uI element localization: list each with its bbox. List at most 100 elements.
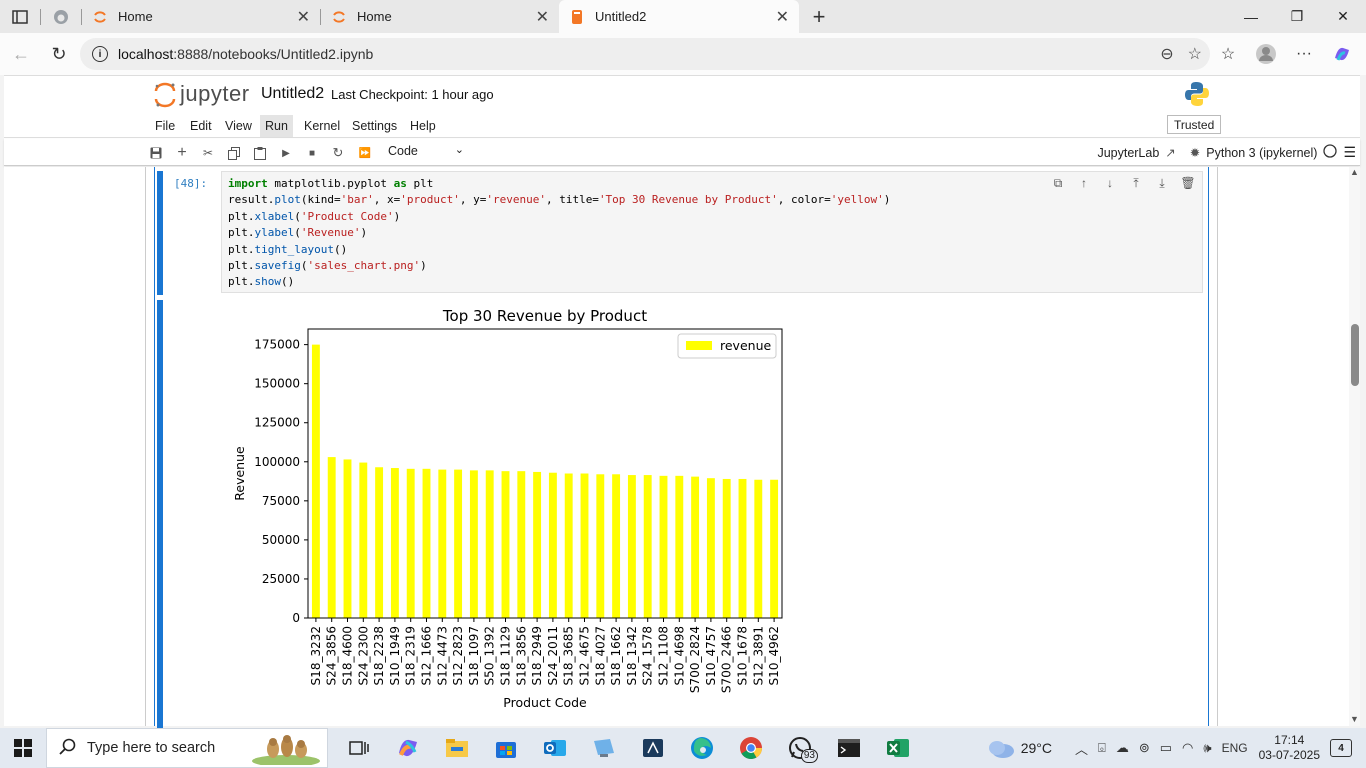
insert-below-icon[interactable]: ⤓ — [1159, 175, 1165, 190]
microsoft-store-icon[interactable] — [481, 728, 530, 768]
bar — [485, 470, 494, 618]
profile-avatar-icon[interactable] — [1250, 37, 1282, 71]
close-tab-icon[interactable]: ✕ — [296, 8, 310, 26]
weather-widget[interactable]: 29°C — [985, 737, 1052, 759]
move-up-icon[interactable]: ↑ — [1081, 176, 1087, 190]
x-tick-label: S18_3856 — [514, 626, 528, 685]
outlook-icon[interactable] — [530, 728, 579, 768]
bar-chart-output: Top 30 Revenue by Product S18_3232 S24_385… — [219, 302, 799, 725]
copy-icon[interactable] — [224, 143, 244, 163]
favorite-star-icon[interactable]: ☆ — [1187, 46, 1202, 63]
kernel-name[interactable]: Python 3 (ipykernel) — [1206, 145, 1318, 160]
more-menu-icon[interactable]: ··· — [1296, 45, 1312, 62]
menu-hamburger-icon[interactable]: ☰ — [1343, 144, 1356, 160]
scroll-down-icon[interactable]: ▼ — [1350, 714, 1359, 724]
browser-tab-home-1[interactable]: Home ✕ — [82, 0, 320, 33]
file-explorer-icon[interactable] — [432, 728, 481, 768]
wifi-icon[interactable]: ◠ — [1182, 740, 1194, 755]
cell-type-select[interactable]: Code ⌄ — [388, 144, 464, 158]
jupyterlab-link[interactable]: JupyterLab — [1097, 145, 1160, 160]
close-tab-icon[interactable]: ✕ — [535, 8, 549, 26]
stop-icon[interactable]: ■ — [308, 147, 316, 159]
cell-input-collapser[interactable] — [157, 171, 163, 295]
tab-title: Home — [357, 9, 392, 24]
code-editor[interactable]: import matplotlib.pyplot as plt result.pl… — [221, 171, 1203, 293]
show-hidden-icons-icon[interactable]: ︿ — [1075, 741, 1089, 757]
battery-icon[interactable]: ▭ — [1159, 740, 1173, 755]
copilot-taskbar-icon[interactable] — [383, 728, 432, 768]
cut-icon[interactable]: ✂ — [202, 146, 214, 160]
scrollbar-thumb[interactable] — [1351, 324, 1359, 386]
move-down-icon[interactable]: ↓ — [1107, 176, 1113, 190]
onedrive-meter-icon[interactable]: ⌻ — [1098, 740, 1106, 755]
notebook-name[interactable]: Untitled2 — [261, 85, 325, 102]
browser-tab-home-2[interactable]: Home ✕ — [321, 0, 559, 33]
jupyter-orange-icon — [331, 9, 347, 25]
vpn-icon[interactable]: ⊚ — [1138, 740, 1150, 755]
notebook-toolbar: + ✂ ▶ ■ ↻ ⏩ Code ⌄ JupyterLab ↗ ✹ Python… — [4, 139, 1360, 166]
edge-browser-icon[interactable] — [677, 728, 726, 768]
save-icon[interactable] — [146, 143, 166, 163]
paste-icon[interactable] — [250, 143, 270, 163]
favorites-icon[interactable]: ☆ — [1220, 46, 1236, 63]
external-link-icon[interactable]: ↗ — [1165, 146, 1176, 160]
back-arrow-icon[interactable]: ← — [12, 43, 30, 64]
chrome-icon[interactable] — [726, 728, 775, 768]
zoom-icon[interactable]: ⊖ — [1160, 46, 1174, 63]
menu-help[interactable]: Help — [410, 119, 436, 133]
y-tick-label: 50000 — [262, 533, 300, 547]
bar — [612, 474, 621, 618]
menu-edit[interactable]: Edit — [190, 119, 212, 133]
jupyter-logo[interactable]: jupyter — [154, 81, 250, 108]
restart-icon[interactable]: ↻ — [332, 145, 344, 160]
trusted-badge[interactable]: Trusted — [1167, 115, 1222, 134]
remote-desktop-icon[interactable] — [579, 728, 628, 768]
menu-run[interactable]: Run — [260, 115, 293, 137]
x-tick-label: S18_4600 — [341, 626, 355, 685]
duplicate-cell-icon[interactable]: ⧉ — [1053, 175, 1063, 190]
site-info-icon[interactable]: i — [92, 46, 108, 62]
menu-file[interactable]: File — [155, 119, 176, 133]
code-token: result. — [228, 193, 275, 207]
vertical-scrollbar[interactable]: ▲ ▼ — [1349, 167, 1360, 726]
new-tab-icon[interactable]: + — [812, 3, 826, 29]
menu-view[interactable]: View — [225, 119, 252, 133]
x-tick-label: S10_4698 — [672, 626, 686, 685]
terminal-icon[interactable] — [824, 728, 873, 768]
address-bar[interactable]: i localhost:8888/notebooks/Untitled2.ipy… — [80, 38, 1210, 70]
menu-kernel[interactable]: Kernel — [304, 119, 341, 133]
kernel-settings-icon[interactable]: ✹ — [1189, 146, 1201, 160]
copilot-icon[interactable] — [1326, 37, 1358, 71]
excel-icon[interactable] — [873, 728, 922, 768]
chevron-down-icon: ⌄ — [454, 144, 464, 156]
x-tick-label: S10_1949 — [388, 626, 402, 685]
windows-start-icon[interactable] — [0, 728, 46, 768]
volume-icon[interactable]: 🕪 — [1203, 740, 1212, 755]
task-view-icon[interactable] — [334, 728, 383, 768]
snipping-tool-icon[interactable] — [628, 728, 677, 768]
bar — [438, 469, 447, 618]
browser-tab-untitled2[interactable]: Untitled2 ✕ — [559, 0, 799, 33]
notifications-icon[interactable]: 4 — [1330, 739, 1352, 757]
restore-icon[interactable]: ❐ — [1290, 8, 1304, 24]
run-icon[interactable]: ▶ — [282, 147, 290, 159]
taskbar-search[interactable]: Type here to search — [46, 728, 328, 768]
cell-output-collapser[interactable] — [157, 300, 163, 730]
delete-cell-icon[interactable]: 🗑 — [1180, 176, 1196, 190]
insert-above-icon[interactable]: ⤒ — [1133, 175, 1139, 190]
clock[interactable]: 17:14 03-07-2025 — [1259, 733, 1320, 763]
onedrive-cloud-icon[interactable]: ☁ — [1115, 740, 1129, 755]
minimize-icon[interactable]: — — [1244, 8, 1258, 25]
close-tab-icon[interactable]: ✕ — [775, 8, 789, 26]
whatsapp-icon[interactable]: 93 — [775, 728, 824, 768]
restart-run-all-icon[interactable]: ⏩ — [358, 147, 372, 159]
add-cell-icon[interactable]: + — [177, 144, 187, 161]
menu-settings[interactable]: Settings — [352, 119, 398, 133]
tab-actions-icon[interactable] — [0, 0, 40, 33]
scroll-up-icon[interactable]: ▲ — [1350, 167, 1359, 177]
close-window-icon[interactable]: ✕ — [1337, 8, 1349, 24]
code-line: plt.xlabel('Product Code') — [228, 209, 1196, 225]
github-icon[interactable] — [41, 0, 81, 33]
refresh-icon[interactable]: ↻ — [51, 43, 67, 64]
language-indicator[interactable]: ENG — [1221, 741, 1248, 755]
